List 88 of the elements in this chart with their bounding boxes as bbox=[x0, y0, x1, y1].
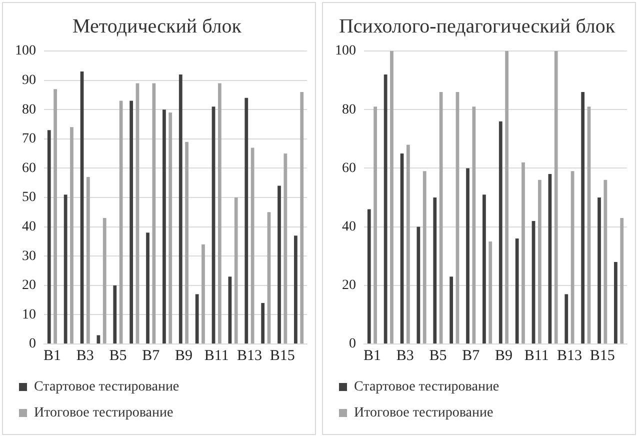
bar bbox=[113, 285, 117, 344]
bar bbox=[604, 180, 608, 344]
bar bbox=[472, 106, 476, 344]
bar bbox=[466, 168, 470, 344]
x-tick-label: B1 bbox=[363, 348, 381, 364]
bar bbox=[522, 162, 525, 344]
chart-title: Психолого-педагогический блок bbox=[338, 15, 616, 38]
bar bbox=[278, 186, 281, 344]
legend-label: Итоговое тестирование bbox=[354, 406, 494, 421]
bar bbox=[261, 302, 265, 344]
x-tick-label: B15 bbox=[590, 348, 615, 364]
legend-label: Стартовое тестирование bbox=[34, 380, 180, 395]
bar bbox=[130, 100, 134, 344]
bar bbox=[515, 238, 519, 344]
bar bbox=[96, 335, 100, 344]
bar bbox=[620, 218, 624, 344]
bar bbox=[498, 121, 502, 344]
y-tick-label: 40 bbox=[342, 219, 356, 234]
bar bbox=[178, 74, 182, 344]
y-tick-label: 100 bbox=[15, 44, 36, 59]
bar bbox=[47, 130, 51, 344]
bar bbox=[614, 262, 618, 344]
bar bbox=[598, 198, 601, 344]
x-tick-label: B1 bbox=[43, 348, 61, 364]
bar bbox=[505, 51, 508, 344]
bar bbox=[300, 92, 304, 344]
y-tick-label: 60 bbox=[342, 160, 356, 176]
y-tick-label: 70 bbox=[22, 132, 36, 147]
bar bbox=[86, 176, 90, 344]
bar bbox=[218, 83, 222, 344]
x-tick-label: B11 bbox=[204, 348, 229, 364]
y-tick-label: 20 bbox=[22, 278, 36, 294]
bar bbox=[234, 198, 238, 344]
legend-label: Стартовое тестирование bbox=[354, 380, 500, 395]
x-tick-label: B9 bbox=[494, 348, 512, 364]
x-tick-label: B7 bbox=[142, 348, 160, 364]
bar bbox=[284, 154, 288, 344]
y-tick-label: 0 bbox=[29, 336, 36, 352]
bar bbox=[374, 106, 377, 344]
x-tick-label: B15 bbox=[270, 348, 295, 364]
bar bbox=[390, 51, 394, 344]
legend-label: Итоговое тестирование bbox=[34, 406, 174, 421]
bar bbox=[244, 98, 248, 344]
y-tick-label: 20 bbox=[342, 278, 356, 294]
x-tick-label: B9 bbox=[174, 348, 192, 364]
bar bbox=[564, 294, 568, 344]
bar bbox=[195, 294, 199, 344]
x-tick-label: B11 bbox=[524, 348, 549, 364]
bar bbox=[422, 171, 426, 344]
x-tick-label: B7 bbox=[462, 348, 480, 364]
bar bbox=[152, 83, 156, 344]
y-tick-label: 30 bbox=[22, 248, 36, 264]
x-tick-label: B13 bbox=[556, 348, 582, 364]
bar bbox=[554, 51, 558, 344]
bar bbox=[146, 232, 150, 344]
bar bbox=[162, 110, 166, 344]
x-tick-label: B3 bbox=[396, 348, 414, 364]
bar bbox=[581, 92, 585, 344]
x-tick-label: B5 bbox=[109, 348, 127, 364]
bar bbox=[433, 198, 437, 344]
bar bbox=[202, 244, 205, 344]
x-tick-label: B13 bbox=[236, 348, 262, 364]
bar bbox=[64, 194, 68, 344]
y-tick-label: 10 bbox=[22, 307, 36, 322]
bar bbox=[294, 236, 298, 344]
bar bbox=[406, 144, 410, 344]
bar bbox=[538, 180, 542, 344]
y-tick-label: 60 bbox=[22, 160, 36, 176]
y-tick-label: 80 bbox=[22, 102, 36, 118]
bar bbox=[54, 89, 57, 344]
bar bbox=[70, 127, 74, 344]
y-tick-label: 80 bbox=[342, 102, 356, 118]
bar bbox=[102, 218, 106, 344]
x-tick-label: B5 bbox=[429, 348, 447, 364]
bar bbox=[488, 241, 492, 344]
bar bbox=[482, 194, 486, 344]
y-tick-label: 0 bbox=[349, 336, 356, 352]
bar bbox=[450, 276, 454, 344]
y-tick-label: 100 bbox=[335, 44, 356, 59]
y-tick-label: 90 bbox=[22, 72, 36, 88]
chart-title: Методический блок bbox=[72, 15, 242, 38]
x-tick-label: B3 bbox=[76, 348, 94, 364]
y-tick-label: 40 bbox=[22, 219, 36, 234]
bar bbox=[384, 74, 388, 344]
y-tick-label: 50 bbox=[22, 190, 36, 206]
bar bbox=[367, 209, 371, 344]
bar bbox=[168, 112, 172, 344]
bar bbox=[185, 142, 188, 344]
